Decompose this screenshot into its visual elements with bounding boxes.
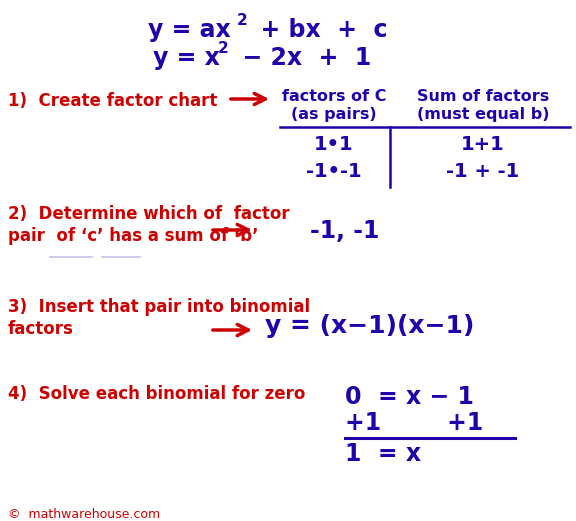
Text: (as pairs): (as pairs) [291, 107, 377, 122]
Text: Sum of factors: Sum of factors [417, 89, 549, 104]
Text: 2: 2 [237, 13, 248, 28]
Text: y = (x−1)(x−1): y = (x−1)(x−1) [265, 314, 475, 338]
Text: − 2x  +  1: − 2x + 1 [226, 46, 372, 70]
Text: 3)  Insert that pair into binomial: 3) Insert that pair into binomial [8, 298, 310, 316]
Text: 2)  Determine which of  factor: 2) Determine which of factor [8, 205, 290, 223]
Text: +1        +1: +1 +1 [345, 411, 483, 435]
Text: -1 + -1: -1 + -1 [446, 162, 520, 181]
Text: factors: factors [8, 320, 74, 338]
FancyArrowPatch shape [213, 325, 248, 336]
Text: ©  mathwarehouse.com: © mathwarehouse.com [8, 508, 160, 521]
Text: 4)  Solve each binomial for zero: 4) Solve each binomial for zero [8, 385, 305, 403]
Text: -1•-1: -1•-1 [306, 162, 362, 181]
Text: 0  = x − 1: 0 = x − 1 [345, 385, 474, 409]
Text: factors of C: factors of C [282, 89, 386, 104]
FancyArrowPatch shape [213, 225, 248, 235]
Text: 1)  Create factor chart: 1) Create factor chart [8, 92, 217, 110]
Text: + bx  +  c: + bx + c [244, 18, 388, 42]
Text: 1•1: 1•1 [314, 135, 354, 154]
Text: y = x: y = x [153, 46, 220, 70]
Text: y = ax: y = ax [148, 18, 231, 42]
Text: pair  of ‘c’ has a sum of ‘b’: pair of ‘c’ has a sum of ‘b’ [8, 227, 259, 245]
Text: -1, -1: -1, -1 [310, 219, 380, 243]
Text: 1+1: 1+1 [461, 135, 505, 154]
Text: 2: 2 [218, 41, 229, 56]
Text: 1  = x: 1 = x [345, 442, 421, 466]
FancyArrowPatch shape [231, 93, 266, 105]
Text: (must equal b): (must equal b) [417, 107, 550, 122]
